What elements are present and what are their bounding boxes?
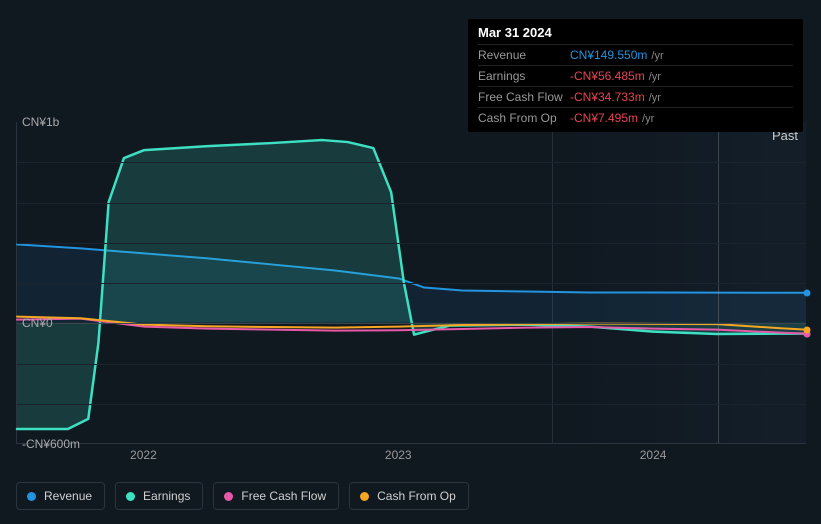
tooltip-row-value: CN¥149.550m <box>570 48 647 62</box>
x-tick-label: 2022 <box>130 448 157 462</box>
legend-swatch <box>360 492 369 501</box>
tooltip-row-unit: /yr <box>642 113 654 125</box>
tooltip-row: Earnings-CN¥56.485m/yr <box>478 65 793 86</box>
legend-label: Cash From Op <box>377 489 456 503</box>
tooltip-date: Mar 31 2024 <box>478 25 793 44</box>
legend-swatch <box>126 492 135 501</box>
y-tick-label: CN¥0 <box>22 316 53 330</box>
y-tick-label: -CN¥600m <box>22 437 80 451</box>
series-end-dot <box>804 327 811 334</box>
tooltip-row: Free Cash Flow-CN¥34.733m/yr <box>478 86 793 107</box>
x-tick-label: 2023 <box>385 448 412 462</box>
tooltip-row-unit: /yr <box>649 71 661 83</box>
tooltip-row-unit: /yr <box>649 92 661 104</box>
chart-legend: Revenue Earnings Free Cash Flow Cash From O… <box>16 482 469 510</box>
legend-label: Earnings <box>143 489 190 503</box>
legend-item[interactable]: Free Cash Flow <box>213 482 339 510</box>
chart-plot-area: Past <box>16 122 806 444</box>
y-tick-label: CN¥1b <box>22 115 59 129</box>
chart-tooltip: Mar 31 2024 RevenueCN¥149.550m/yrEarning… <box>468 19 803 132</box>
tooltip-row: Cash From Op-CN¥7.495m/yr <box>478 107 793 128</box>
financials-chart[interactable]: Past 202220232024 CN¥1bCN¥0-CN¥600m <box>16 122 806 464</box>
x-axis: 2022 2023 2024 <box>16 444 806 464</box>
tooltip-row-label: Free Cash Flow <box>478 90 570 104</box>
x-tick-label: 2024 <box>640 448 667 462</box>
tooltip-row: RevenueCN¥149.550m/yr <box>478 44 793 65</box>
tooltip-row-label: Revenue <box>478 48 570 62</box>
grid-line <box>17 283 806 284</box>
legend-item[interactable]: Cash From Op <box>349 482 469 510</box>
tooltip-row-label: Cash From Op <box>478 111 570 125</box>
tooltip-row-value: -CN¥34.733m <box>570 90 645 104</box>
grid-line <box>17 364 806 365</box>
zero-line <box>17 323 806 324</box>
tooltip-row-unit: /yr <box>651 50 663 62</box>
legend-item[interactable]: Revenue <box>16 482 105 510</box>
grid-line <box>17 203 806 204</box>
legend-swatch <box>224 492 233 501</box>
legend-item[interactable]: Earnings <box>115 482 203 510</box>
tooltip-row-value: -CN¥56.485m <box>570 69 645 83</box>
legend-label: Revenue <box>44 489 92 503</box>
grid-line <box>17 162 806 163</box>
tooltip-row-label: Earnings <box>478 69 570 83</box>
grid-line <box>17 404 806 405</box>
legend-swatch <box>27 492 36 501</box>
legend-label: Free Cash Flow <box>241 489 326 503</box>
series-end-dot <box>804 290 811 297</box>
grid-line <box>17 243 806 244</box>
tooltip-row-value: -CN¥7.495m <box>570 111 638 125</box>
tooltip-rows: RevenueCN¥149.550m/yrEarnings-CN¥56.485m… <box>478 44 793 128</box>
